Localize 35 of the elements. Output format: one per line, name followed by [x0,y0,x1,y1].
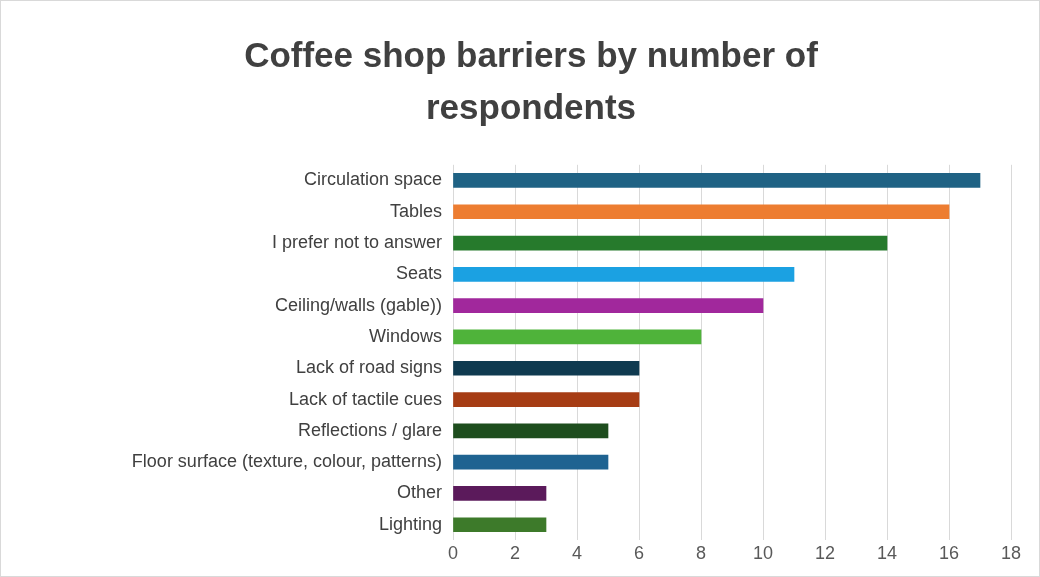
bar [453,298,764,313]
x-tick-label: 0 [447,543,459,564]
x-tick-label: 10 [752,543,774,564]
bar [453,423,609,439]
x-tick-label: 6 [633,543,645,564]
y-tick-label: Ceiling/walls (gable)) [274,294,442,315]
bar [453,329,702,345]
x-tick-label: 16 [938,543,960,564]
x-tick-label: 12 [814,543,836,564]
bar [453,454,609,470]
x-tick-label: 18 [1000,543,1022,564]
y-tick-label: Lack of tactile cues [288,388,442,409]
bar [453,392,640,407]
bar [453,486,547,501]
y-tick-label: I prefer not to answer [271,232,442,253]
bar [453,267,795,282]
y-tick-label: Circulation space [303,169,442,190]
x-tick-label: 4 [571,543,583,564]
bar [453,204,950,220]
y-tick-label: Tables [389,200,442,221]
y-tick-label: Windows [368,325,442,346]
bar [453,235,888,251]
y-tick-label: Other [396,482,442,503]
y-tick-label: Floor surface (texture, colour, patterns) [131,451,442,472]
y-tick-label: Seats [395,263,442,284]
x-tick-label: 14 [876,543,898,564]
y-tick-label: Reflections / glare [297,419,442,440]
y-tick-label: Lack of road signs [295,357,442,378]
bar [453,173,981,188]
bar [453,517,547,533]
bar [453,360,640,376]
chart-title: Coffee shop barriers by number of respondents [243,34,819,128]
x-tick-label: 8 [695,543,707,564]
y-tick-label: Lighting [378,513,442,534]
x-tick-label: 2 [509,543,521,564]
